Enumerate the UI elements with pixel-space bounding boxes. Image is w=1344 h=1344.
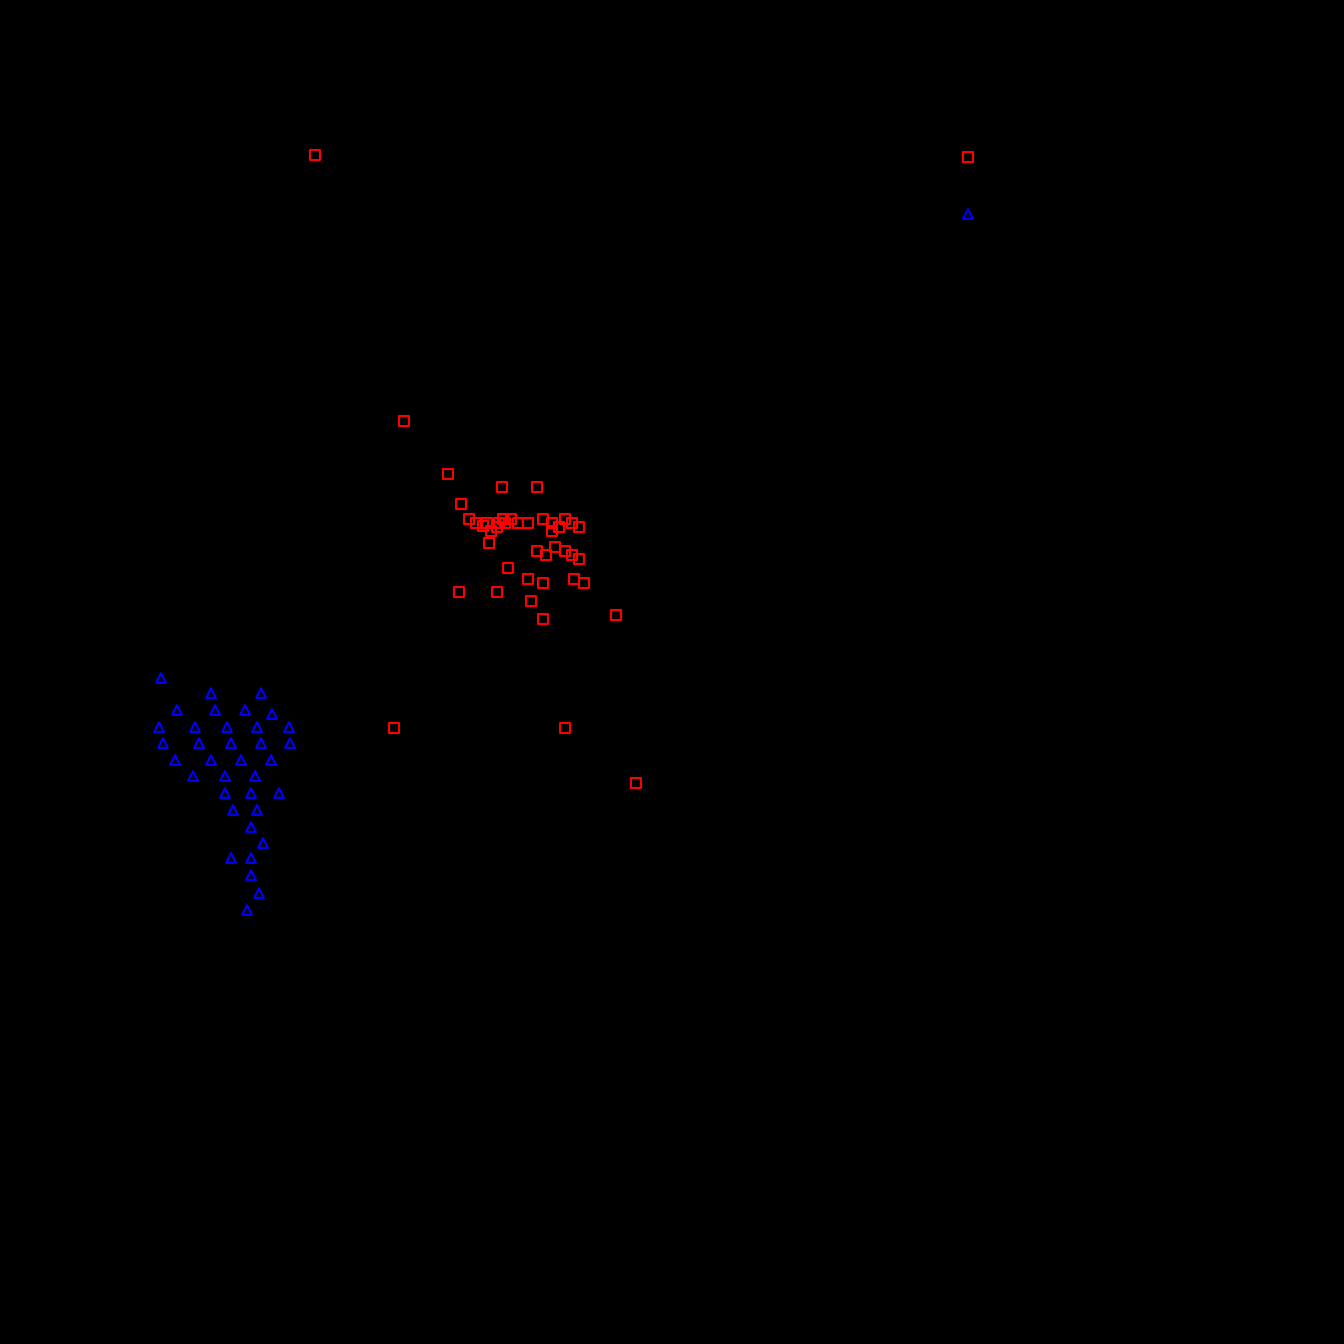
Point (230, 749, 251, 770)
Point (492, 476, 513, 497)
Point (957, 146, 978, 168)
Point (569, 548, 590, 570)
Point (200, 749, 222, 770)
Point (167, 699, 188, 720)
Point (605, 605, 626, 626)
Point (507, 512, 528, 534)
Point (241, 816, 262, 837)
Point (250, 732, 271, 754)
Point (574, 573, 595, 594)
Point (383, 718, 405, 739)
Point (152, 732, 173, 754)
Point (216, 716, 238, 738)
Point (487, 581, 508, 602)
Point (532, 508, 554, 530)
Point (220, 732, 242, 754)
Point (554, 508, 575, 530)
Point (241, 782, 262, 804)
Point (625, 773, 646, 794)
Point (246, 716, 267, 738)
Point (520, 590, 542, 612)
Point (542, 520, 563, 542)
Point (554, 540, 575, 562)
Point (532, 573, 554, 594)
Point (280, 732, 301, 754)
Point (241, 847, 262, 868)
Point (394, 410, 415, 431)
Point (164, 749, 185, 770)
Point (495, 512, 516, 534)
Point (148, 716, 169, 738)
Point (487, 516, 508, 538)
Point (517, 569, 539, 590)
Point (183, 765, 204, 786)
Point (544, 536, 566, 558)
Point (472, 515, 493, 536)
Point (554, 718, 575, 739)
Point (532, 609, 554, 630)
Point (563, 569, 585, 590)
Point (246, 800, 267, 821)
Point (222, 800, 243, 821)
Point (214, 765, 235, 786)
Point (488, 512, 509, 534)
Point (304, 144, 325, 165)
Point (214, 782, 235, 804)
Point (527, 476, 548, 497)
Point (151, 667, 172, 688)
Point (200, 683, 222, 704)
Point (562, 544, 583, 566)
Point (204, 699, 226, 720)
Point (250, 683, 271, 704)
Point (548, 516, 570, 538)
Point (437, 464, 458, 485)
Point (562, 512, 583, 534)
Point (241, 864, 262, 886)
Point (480, 520, 501, 542)
Point (237, 899, 258, 921)
Point (249, 882, 270, 903)
Point (517, 512, 539, 534)
Point (253, 832, 274, 853)
Point (478, 532, 500, 554)
Point (476, 512, 497, 534)
Point (449, 581, 470, 602)
Point (527, 540, 548, 562)
Point (220, 847, 242, 868)
Point (542, 512, 563, 534)
Point (245, 765, 266, 786)
Point (957, 203, 978, 224)
Point (458, 508, 480, 530)
Point (500, 508, 521, 530)
Point (497, 558, 519, 579)
Point (569, 516, 590, 538)
Point (261, 749, 282, 770)
Point (234, 699, 255, 720)
Point (261, 703, 282, 724)
Point (492, 508, 513, 530)
Point (450, 493, 472, 515)
Point (188, 732, 210, 754)
Point (535, 544, 556, 566)
Point (278, 716, 300, 738)
Point (184, 716, 206, 738)
Point (465, 512, 487, 534)
Point (269, 782, 290, 804)
